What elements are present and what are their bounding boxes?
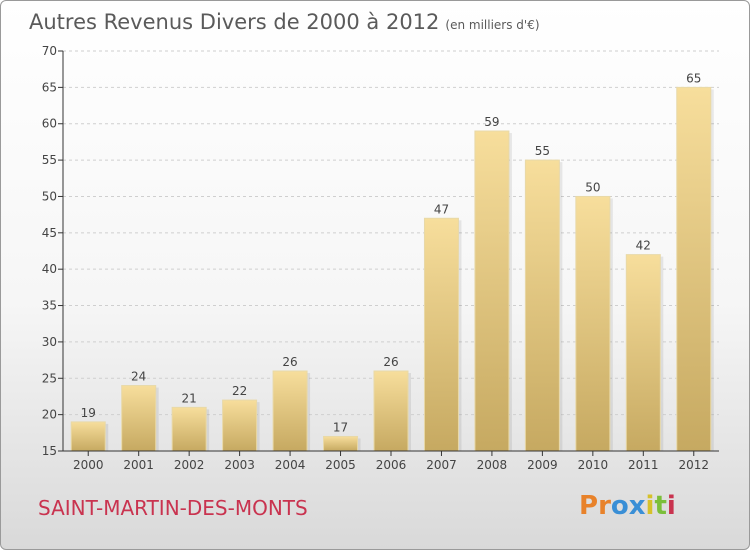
y-tick-label: 25 [42,371,57,385]
x-tick-label: 2000 [73,458,104,472]
bar-value-label: 19 [81,406,96,420]
bar-value-label: 22 [232,384,247,398]
logo-letter: o [610,491,629,521]
y-tick-label: 35 [42,299,57,313]
bar [474,130,510,452]
bar-value-label: 47 [434,202,449,216]
y-tick-label: 50 [42,189,57,203]
x-tick-label: 2012 [678,458,709,472]
bar [272,370,308,452]
logo-letter: i [645,491,655,521]
bar-value-label: 21 [182,391,197,405]
y-tick-label: 15 [42,444,57,458]
bar-value-label: 26 [282,355,297,369]
bar-value-label: 59 [484,115,499,129]
bar-value-label: 24 [131,370,146,384]
x-tick-label: 2009 [527,458,558,472]
bar [171,406,207,452]
logo-letter: t [654,491,667,521]
bar [222,399,258,452]
logo-letter: i [666,491,676,521]
x-tick-label: 2011 [628,458,659,472]
x-tick-label: 2008 [477,458,508,472]
proxiti-logo[interactable]: Proxiti [579,491,676,521]
bar-value-label: 55 [535,144,550,158]
bar-value-label: 50 [585,180,600,194]
bar [625,254,661,452]
x-tick-label: 2003 [224,458,255,472]
x-tick-label: 2001 [123,458,154,472]
x-tick-label: 2004 [275,458,306,472]
y-tick-label: 45 [42,226,57,240]
bar [121,385,157,452]
y-tick-label: 70 [42,44,57,58]
logo-letter: P [579,491,599,521]
y-tick-label: 55 [42,153,57,167]
logo-letter: r [598,491,611,521]
commune-name: SAINT-MARTIN-DES-MONTS [38,496,308,520]
chart-title: Autres Revenus Divers de 2000 à 2012 (en … [29,10,540,34]
bar [70,421,106,452]
bar-value-label: 26 [383,355,398,369]
bar [373,370,409,452]
x-tick-label: 2002 [174,458,205,472]
bar-value-label: 65 [686,71,701,85]
bar-value-label: 42 [636,239,651,253]
bar [575,195,611,452]
y-tick-label: 40 [42,262,57,276]
bar [524,159,560,452]
y-tick-label: 30 [42,335,57,349]
chart-unit: (en milliers d'€) [445,18,540,32]
y-tick-label: 65 [42,80,57,94]
bar [676,86,712,452]
logo-letter: x [628,491,646,521]
x-tick-label: 2006 [376,458,407,472]
x-tick-label: 2010 [578,458,609,472]
bar-value-label: 17 [333,420,348,434]
x-tick-label: 2007 [426,458,457,472]
y-tick-label: 60 [42,117,57,131]
bar [323,435,359,452]
bar [423,217,459,452]
x-tick-label: 2005 [325,458,356,472]
y-tick-label: 20 [42,408,57,422]
